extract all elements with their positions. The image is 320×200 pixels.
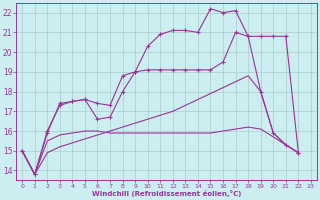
X-axis label: Windchill (Refroidissement éolien,°C): Windchill (Refroidissement éolien,°C) xyxy=(92,190,241,197)
